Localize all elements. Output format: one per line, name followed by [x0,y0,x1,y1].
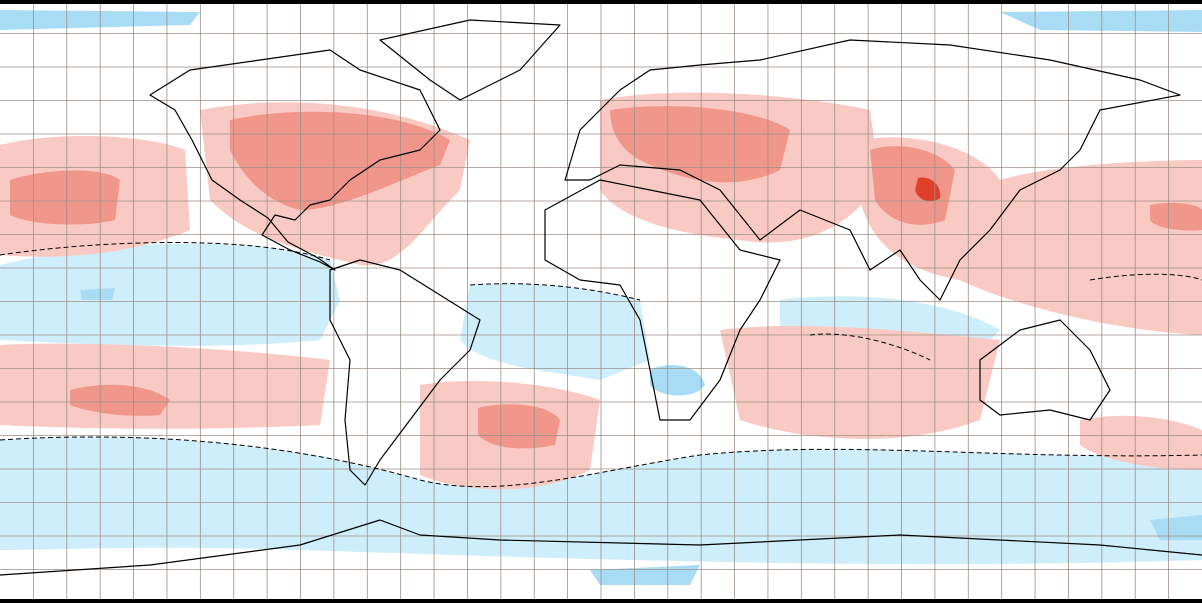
coastlines [0,19,1202,576]
australia [979,319,1111,421]
spacific-warm [0,343,330,429]
wpacific-hot [1150,202,1202,231]
spacific-hot [70,384,170,416]
arctic-cool-2 [1000,10,1202,32]
contour-lines [0,242,1202,488]
pacific-cool [0,243,340,346]
north-america [149,49,441,271]
indian-warm [720,325,1000,439]
antarctica [0,519,1202,576]
tasman-warm [1080,415,1202,470]
atlantic-cool [460,283,650,380]
eurasia [564,39,1181,301]
africa-cool [650,365,705,396]
africa [544,179,781,421]
namerica-hot [230,111,450,210]
greenland [379,19,561,101]
south-america [329,259,481,486]
satlantic-hot [478,404,560,449]
bottom-bar [0,599,1202,603]
top-bar [0,0,1202,4]
china-hot [870,146,955,225]
china-hottest [915,177,941,202]
europe-hot [610,106,790,183]
npacific-hot [10,170,120,225]
